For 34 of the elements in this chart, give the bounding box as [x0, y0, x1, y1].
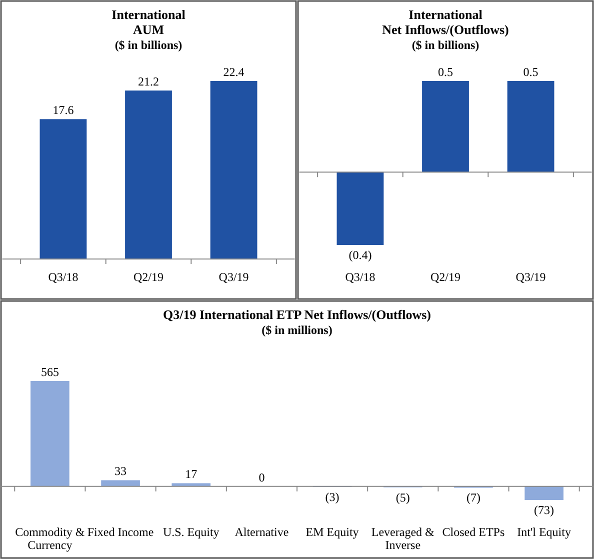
data-label: 21.2 [138, 74, 159, 89]
data-label: 17.6 [52, 103, 74, 118]
chart-title: International Net Inflows/(Outflows) [382, 7, 509, 37]
data-label: 17 [185, 467, 198, 482]
x-tick-label: Q2/19 [134, 270, 164, 284]
data-label: 22.4 [223, 65, 244, 79]
x-tick-label: Int'l Equity [517, 525, 571, 539]
data-label: 565 [40, 365, 59, 379]
x-tick-label: Q3/18 [48, 270, 78, 284]
data-label: 0.5 [523, 65, 538, 79]
data-label: (5) [396, 490, 410, 504]
data-label: (3) [325, 490, 340, 504]
chart-subtitle: ($ in billions) [114, 38, 182, 52]
x-tick-label: Alternative [234, 525, 289, 539]
x-tick-label: U.S. Equity [162, 525, 220, 539]
data-label: (0.4) [348, 248, 372, 262]
x-tick-label: Q2/19 [430, 270, 460, 284]
chart-subtitle: ($ in billions) [412, 38, 480, 52]
data-label: 33 [114, 464, 127, 478]
x-tick-label: Closed ETPs [442, 525, 505, 539]
x-tick-label: Leveraged & Inverse [371, 525, 436, 552]
data-label: (73) [534, 503, 554, 517]
data-label: 0.5 [438, 65, 453, 79]
x-tick-label: Commodity & Currency [15, 525, 86, 552]
chart-subtitle: ($ in millions) [262, 323, 332, 337]
x-tick-label: Q3/19 [218, 270, 249, 284]
chart-title: Q3/19 International ETP Net Inflows/(Outflows) [163, 307, 431, 322]
x-tick-label: Fixed Income [87, 525, 154, 539]
x-tick-label: EM Equity [306, 525, 359, 539]
chart-title: International AUM [112, 7, 186, 37]
data-label: 0 [258, 470, 265, 484]
data-label: (7) [466, 490, 480, 505]
x-tick-label: Q3/18 [345, 270, 376, 284]
x-tick-label: Q3/19 [516, 270, 546, 284]
